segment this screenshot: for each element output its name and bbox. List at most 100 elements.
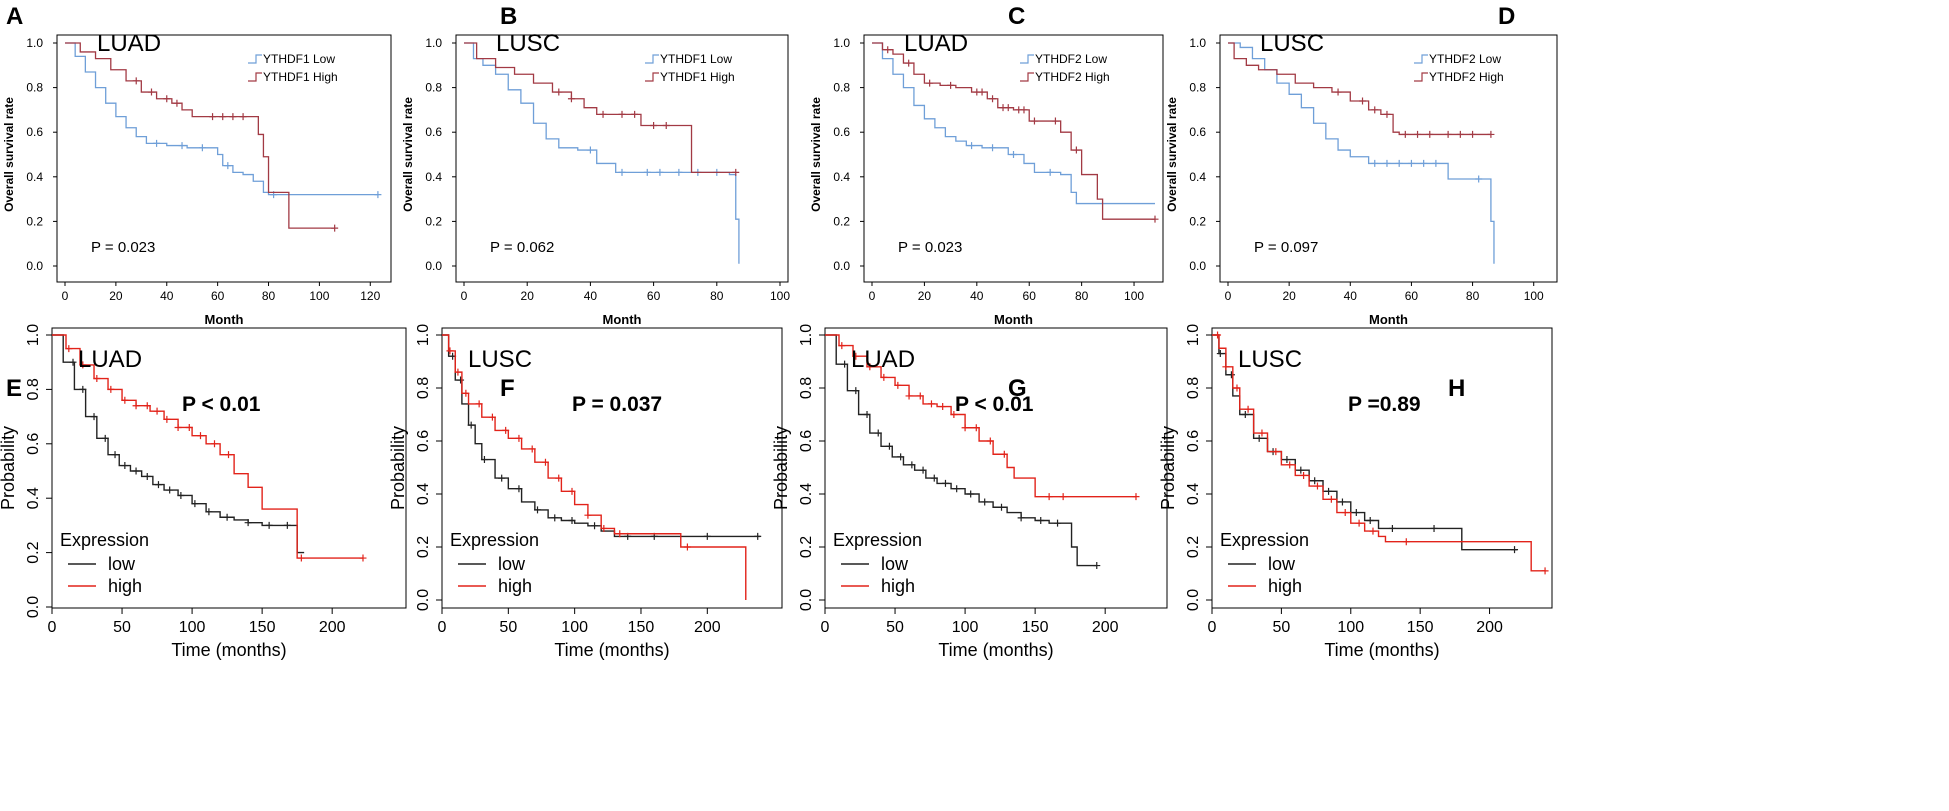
p4-y-axis-label: Probability — [0, 426, 18, 510]
p4-censor-mark — [143, 402, 151, 410]
p4-x-tick-label: 100 — [179, 619, 206, 636]
p3-censor-mark — [1371, 159, 1379, 167]
p4-censor-mark — [132, 402, 140, 410]
p7-censor-mark — [1327, 495, 1335, 503]
p1-y-axis-label: Overall survival rate — [401, 97, 415, 212]
p3-x-tick-label: 40 — [1344, 289, 1358, 303]
p1-censor-mark — [618, 110, 626, 118]
p0-y-tick-label: 0.0 — [26, 259, 43, 273]
p7-y-tick-label: 1.0 — [1185, 324, 1202, 346]
p1-x-tick-label: 80 — [710, 289, 724, 303]
p4-y-tick-label: 1.0 — [25, 324, 42, 346]
p1-censor-mark — [599, 110, 607, 118]
p0-x-axis-label: Month — [205, 312, 244, 327]
p1-censor-mark — [618, 168, 626, 176]
p6-x-axis-label: Time (months) — [938, 640, 1053, 660]
p3-x-tick-label: 80 — [1466, 289, 1480, 303]
p5-legend-label: low — [498, 554, 526, 574]
p6-chart-title: LUAD — [851, 346, 915, 373]
p5-censor-mark — [515, 485, 523, 493]
p5-censor-mark — [568, 517, 576, 524]
p1-legend-swatch — [645, 54, 659, 64]
panel-label-a: A — [6, 3, 23, 30]
p3-censor-mark — [1420, 159, 1428, 167]
p3-censor-mark — [1432, 159, 1440, 167]
p7-censor-mark — [1352, 509, 1360, 517]
p0-x-tick-label: 60 — [211, 289, 225, 303]
p0-y-tick-label: 0.6 — [26, 125, 43, 139]
p6-censor-mark — [852, 387, 860, 395]
p4-censor-mark — [297, 554, 305, 562]
p0-censor-mark — [147, 88, 155, 96]
p4-censor-mark — [79, 385, 87, 393]
chart-panel-f: 0.0 0.2 0.4 0.6 0.8 1.0 0 50 100 150 200 Time (mont… — [388, 324, 783, 660]
p5-censor-mark — [683, 543, 691, 551]
p5-legend-label: high — [498, 576, 532, 596]
p7-y-tick-label: 0.4 — [1185, 483, 1202, 505]
p7-y-tick-label: 0.8 — [1185, 377, 1202, 399]
p7-censor-mark — [1255, 434, 1263, 442]
p1-x-tick-label: 60 — [647, 289, 661, 303]
p2-y-tick-label: 0.2 — [833, 214, 850, 228]
p0-censor-mark — [173, 99, 181, 107]
p0-x-tick-label: 40 — [160, 289, 174, 303]
p7-series-low-line — [1212, 334, 1518, 551]
p4-censor-mark — [143, 472, 151, 480]
p2-legend-label: YTHDF2 Low — [1035, 52, 1107, 66]
p5-x-tick-label: 150 — [628, 619, 655, 636]
p6-censor-mark — [998, 503, 1006, 511]
p3-y-tick-label: 0.6 — [1189, 125, 1206, 139]
p0-y-tick-label: 0.4 — [26, 170, 43, 184]
p7-censor-mark — [1222, 363, 1230, 371]
p4-censor-mark — [90, 413, 98, 421]
p6-legend-label: low — [881, 554, 909, 574]
chart-panel-a: 0.0 0.2 0.4 0.6 0.8 1.0 0 20 40 60 80 100 120 Month Ov… — [2, 30, 392, 327]
p6-censor-mark — [1037, 517, 1045, 524]
p2-censor-mark — [884, 46, 892, 54]
p3-censor-mark — [1383, 110, 1391, 118]
p4-censor-mark — [79, 361, 87, 369]
p0-censor-mark — [198, 144, 206, 152]
p5-censor-mark — [591, 522, 599, 530]
p1-censor-mark — [656, 168, 664, 176]
p6-plot-frame — [824, 327, 1168, 609]
p2-censor-mark — [968, 142, 976, 150]
p4-series-high-line — [52, 334, 363, 559]
p3-y-tick-label: 1.0 — [1189, 36, 1206, 50]
p1-y-tick-label: 0.6 — [425, 125, 442, 139]
p7-censor-mark — [1286, 461, 1294, 469]
p6-censor-mark — [1045, 493, 1053, 501]
p5-censor-mark — [488, 413, 496, 421]
p2-legend-swatch — [1020, 54, 1034, 64]
p3-censor-mark — [1456, 130, 1464, 138]
p6-y-tick-label: 0.0 — [798, 589, 815, 611]
chart-panel-e: 0.0 0.2 0.4 0.6 0.8 1.0 0 50 100 150 200 Time (mont… — [0, 324, 407, 660]
p7-censor-mark — [1355, 519, 1363, 527]
p3-x-tick-label: 0 — [1225, 289, 1232, 303]
p4-legend-label: low — [108, 554, 136, 574]
p7-censor-mark — [1244, 405, 1252, 413]
p4-p-value: P < 0.01 — [182, 393, 261, 416]
p1-censor-mark — [732, 168, 740, 176]
p2-censor-mark — [989, 144, 997, 152]
p2-censor-mark — [1010, 151, 1017, 158]
p6-censor-mark — [1132, 493, 1140, 501]
p4-censor-mark — [69, 358, 77, 366]
p7-censor-mark — [1216, 350, 1224, 358]
p6-censor-mark — [986, 437, 994, 445]
p1-censor-mark — [650, 122, 658, 130]
p7-censor-mark — [1541, 567, 1549, 575]
p4-censor-mark — [265, 521, 273, 529]
p7-y-tick-label: 0.6 — [1185, 430, 1202, 452]
p0-series-ythdf1-high-line — [65, 42, 335, 229]
p5-x-tick-label: 100 — [561, 619, 588, 636]
p5-censor-mark — [515, 434, 523, 442]
p3-censor-mark — [1469, 130, 1477, 138]
p0-legend-swatch — [248, 72, 262, 82]
p4-legend-label: high — [108, 576, 142, 596]
p2-censor-mark — [1004, 104, 1012, 112]
p6-censor-mark — [841, 360, 849, 368]
p7-censor-mark — [1366, 517, 1374, 524]
p5-censor-mark — [541, 458, 549, 466]
p3-censor-mark — [1475, 175, 1483, 183]
